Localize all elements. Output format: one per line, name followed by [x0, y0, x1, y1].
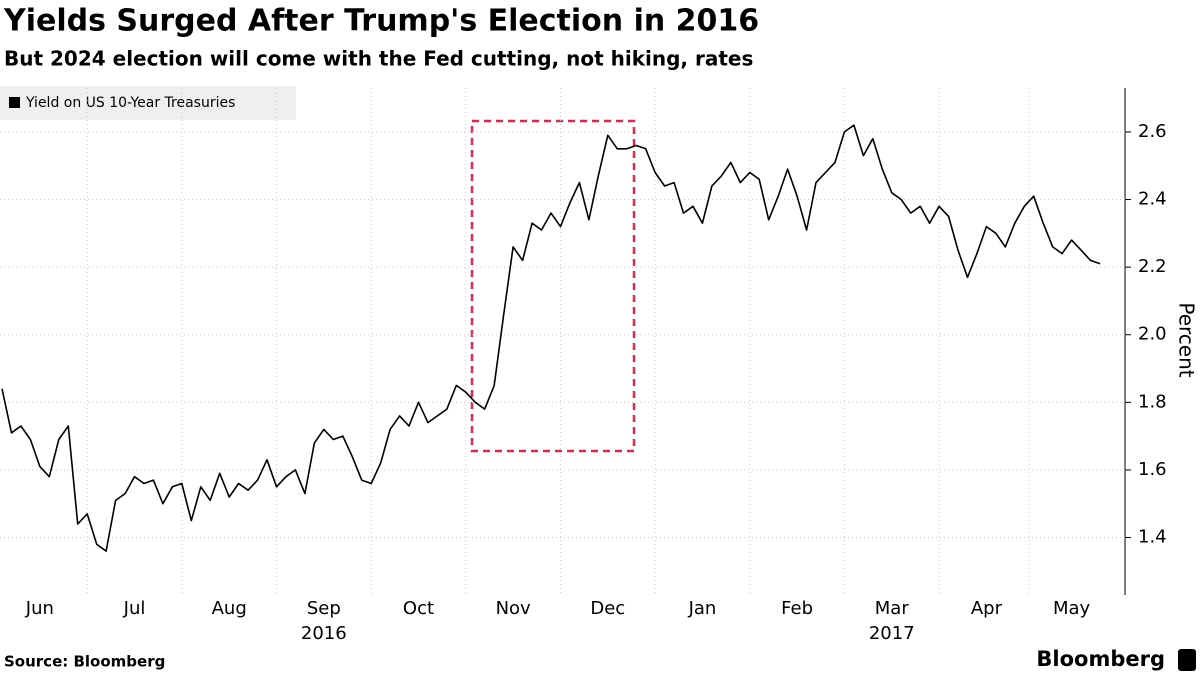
line-series [1, 124, 1101, 552]
x-tick-label: Nov [496, 598, 531, 619]
chart-subtitle: But 2024 election will come with the Fed… [4, 47, 753, 71]
x-tick-label: Jan [688, 598, 717, 619]
y-tick-label: 2.0 [1138, 324, 1167, 345]
highlight-box [470, 119, 636, 453]
x-year-label: 2017 [869, 623, 915, 644]
y-tick-label: 2.6 [1138, 121, 1167, 142]
x-tick-label: Apr [971, 598, 1003, 619]
x-tick-label: Oct [403, 598, 434, 619]
brand-logo [1178, 649, 1196, 671]
y-axis-label: Percent [1175, 302, 1199, 377]
source: Source: Bloomberg [4, 653, 165, 671]
x-tick-label: Jun [25, 598, 54, 619]
x-tick-label: Mar [875, 598, 910, 619]
x-tick-label: Sep [307, 598, 341, 619]
legend-swatch [9, 97, 20, 108]
x-year-label: 2016 [301, 623, 347, 644]
x-tick-label: Jul [123, 598, 146, 619]
x-tick-label: Aug [212, 598, 247, 619]
y-tick-label: 1.6 [1138, 459, 1167, 480]
y-tick-label: 2.2 [1138, 256, 1167, 277]
legend-box [0, 86, 296, 120]
y-tick-label: 1.8 [1138, 391, 1167, 412]
x-tick-label: May [1053, 598, 1091, 619]
x-tick-label: Dec [590, 598, 625, 619]
legend-label: Yield on US 10-Year Treasuries [25, 95, 235, 111]
brand: Bloomberg [1036, 647, 1165, 671]
y-tick-label: 2.4 [1138, 189, 1167, 210]
y-tick-label: 1.4 [1138, 527, 1167, 548]
x-tick-label: Feb [781, 598, 813, 619]
chart-title: Yields Surged After Trump's Election in … [3, 4, 759, 39]
